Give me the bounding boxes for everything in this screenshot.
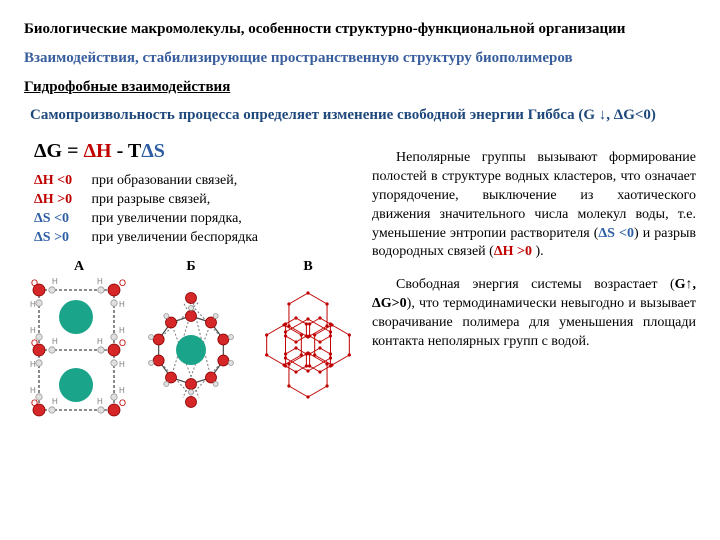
svg-text:O: O [119,338,126,348]
rule-row: ΔS <0 при увеличении порядка, [34,210,354,229]
svg-text:O: O [31,278,38,288]
svg-text:H: H [97,337,103,346]
rule-row: ΔS >0 при увеличении беспорядка [34,229,354,248]
panel-c-wrap: В [248,258,368,426]
svg-text:H: H [30,386,36,395]
panel-c-svg [248,275,368,425]
title-line-2: Взаимодействия, стабилизирующие простран… [24,49,696,68]
rule-row: ΔH >0 при разрыве связей, [34,191,354,210]
rule-symbol: ΔS <0 [34,210,88,229]
svg-text:H: H [97,277,103,286]
rule-text: при увеличении беспорядка [88,230,258,245]
panel-a-svg: OOOOOOHHHHHHHHHHHHHH [24,275,134,425]
left-column: ΔG = ΔH - TΔS ΔH <0 при образовании связ… [24,135,354,425]
rule-text: при образовании связей, [88,173,237,188]
svg-text:H: H [30,300,36,309]
rule-row: ΔH <0 при образовании связей, [34,172,354,191]
rule-text: при увеличении порядка, [88,211,242,226]
svg-text:O: O [119,278,126,288]
svg-text:H: H [52,277,58,286]
rules-list: ΔH <0 при образовании связей,ΔH >0 при р… [34,172,354,248]
p1-ds: ΔS <0 [598,226,634,241]
rule-text: при разрыве связей, [88,192,210,207]
title-line-1: Биологические макромолекулы, особенности… [24,20,696,39]
gibbs-equation: ΔG = ΔH - TΔS [34,139,354,164]
svg-text:O: O [119,398,126,408]
right-column: Неполярные группы вызывают формирование … [372,135,696,425]
p2a: Свободная энергия системы возрастает ( [396,277,675,292]
eq-minus: - T [112,140,142,162]
eq-dh: ΔH [84,140,112,162]
svg-text:H: H [30,326,36,335]
rule-symbol: ΔH >0 [34,191,88,210]
panel-a-label: А [24,258,134,276]
right-para-1: Неполярные группы вызывают формирование … [372,149,696,262]
right-para-2: Свободная энергия системы возрастает (G↑… [372,276,696,352]
panel-b-svg [136,275,246,425]
svg-text:H: H [52,337,58,346]
svg-text:H: H [97,397,103,406]
panel-c-label: В [248,258,368,276]
svg-text:H: H [119,326,125,335]
p2b: ), что термодинамически невыгодно и вызы… [372,296,696,349]
panel-b-wrap: Б [136,258,246,426]
svg-text:H: H [119,360,125,369]
panel-a-wrap: А OOOOOOHHHHHHHHHHHHHH [24,258,134,426]
eq-ds: ΔS [141,140,165,162]
svg-text:H: H [119,386,125,395]
p1-dh: ΔH >0 [494,244,532,259]
eq-lhs: ΔG = [34,140,79,162]
svg-text:O: O [31,338,38,348]
svg-text:O: O [31,398,38,408]
title-line-3: Гидрофобные взаимодействия [24,78,696,97]
svg-text:H: H [30,360,36,369]
svg-text:H: H [119,300,125,309]
rule-symbol: ΔH <0 [34,172,88,191]
figure-row: А OOOOOOHHHHHHHHHHHHHH Б В [24,258,354,426]
p1c: ). [532,244,544,259]
gibbs-statement: Самопроизвольность процесса определяет и… [30,106,696,125]
panel-b-label: Б [136,258,246,276]
rule-symbol: ΔS >0 [34,229,88,248]
svg-text:H: H [52,397,58,406]
